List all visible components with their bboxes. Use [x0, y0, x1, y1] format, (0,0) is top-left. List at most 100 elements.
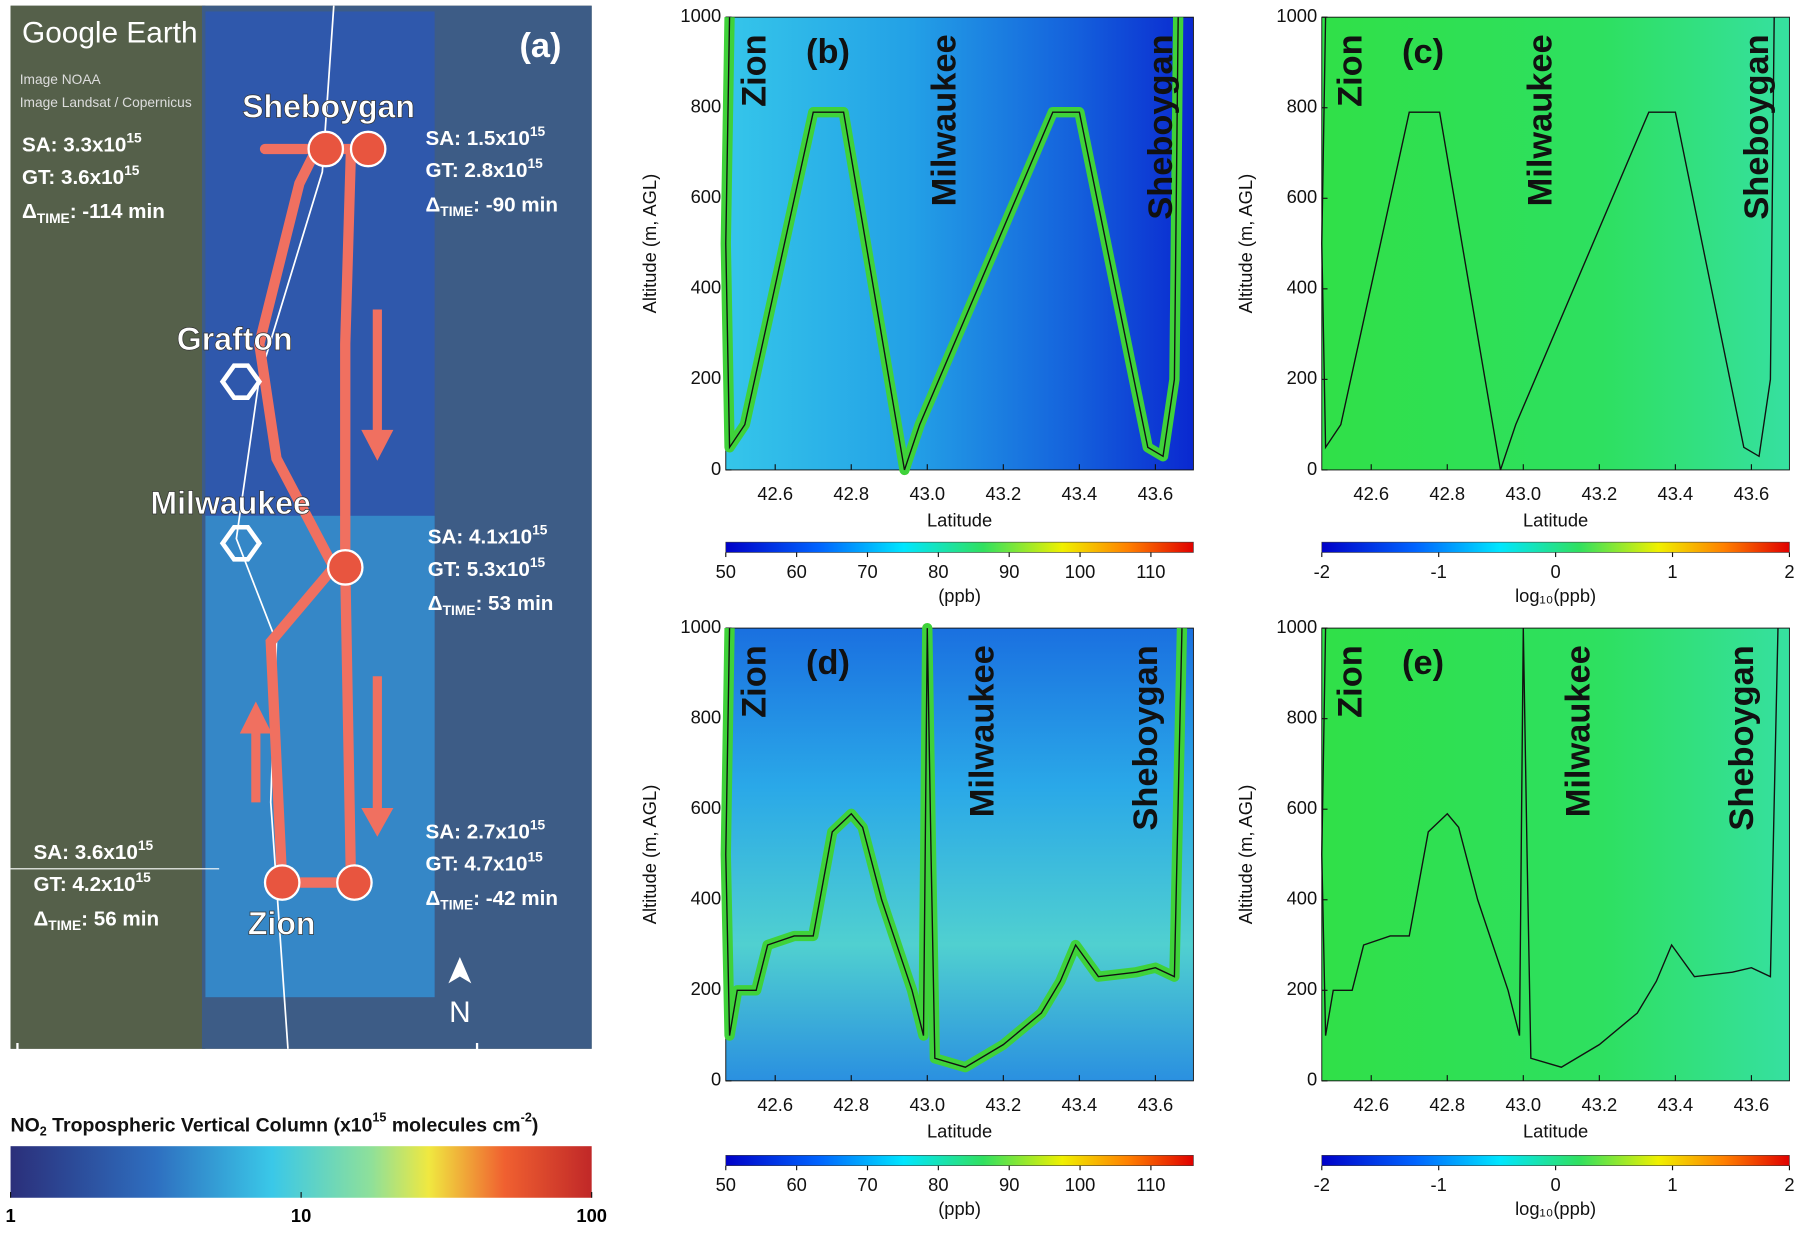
colorbar-label: log₁₀(ppb): [1515, 585, 1596, 606]
site-label: Sheboygan: [1738, 34, 1776, 219]
contour-field: [1321, 17, 1790, 470]
flight-path: [1321, 17, 1775, 471]
y-axis-title: Altitude (m, AGL): [639, 785, 660, 925]
scale-label: 90 km: [224, 1046, 271, 1066]
x-tick-label: 43.6: [1734, 1094, 1770, 1115]
y-tick-label: 0: [711, 458, 721, 479]
x-axis-title: Latitude: [927, 1120, 992, 1141]
colorbar-tick-label: 60: [786, 561, 806, 582]
annotation-exp: 15: [530, 123, 546, 138]
arrows: [239, 309, 394, 837]
colorbar-title-part: Tropospheric Vertical Column (x10: [47, 1115, 373, 1137]
y-tick-label: 800: [691, 707, 722, 728]
colorbar-tick-label: 90: [999, 561, 1019, 582]
colorbar-tick-label: 0: [1551, 1174, 1561, 1195]
x-tick-label: 43.0: [909, 1094, 945, 1115]
site-label: Milwaukee: [1559, 645, 1597, 817]
y-tick-label: 600: [691, 797, 722, 818]
y-tick-label: 600: [691, 186, 722, 207]
x-tick-label: 43.4: [1062, 483, 1098, 504]
x-axis-title: Latitude: [1523, 1120, 1588, 1141]
annotation-sub: TIME: [37, 211, 70, 226]
plots: 42.6 42.8 43.0 43.2 43.4 43.60200400600800100…: [639, 5, 1794, 1219]
x-axis-title: Latitude: [1523, 509, 1588, 530]
y-tick-label: 1000: [1276, 5, 1317, 26]
annotation-exp: 15: [530, 817, 546, 832]
annotation-text: SA: 2.7x10: [425, 821, 529, 844]
x-tick-label: 43.4: [1658, 1094, 1694, 1115]
land-urban: [10, 5, 206, 1049]
colorbar-title-part: molecules cm: [386, 1115, 520, 1137]
y-axis-title: Altitude (m, AGL): [639, 174, 660, 314]
annotation: GT: 4.7x1015: [425, 849, 543, 876]
colorbar-title-part: -2: [521, 1111, 532, 1125]
y-tick-label: 1000: [680, 5, 721, 26]
x-tick-label: 43.2: [1582, 1094, 1618, 1115]
credit: Image Landsat / Copernicus: [20, 95, 192, 110]
annotation: SA: 1.5x1015: [425, 123, 545, 150]
y-tick-label: 400: [691, 277, 722, 298]
annotation: ΔTIME: 56 min: [33, 908, 159, 933]
north-arrow: [448, 957, 472, 984]
colorbar-title-part: 2: [40, 1125, 47, 1139]
panel-label: (c): [1402, 33, 1444, 71]
x-tick-label: 43.6: [1138, 483, 1174, 504]
y-tick-label: 0: [1307, 1069, 1317, 1090]
city-label: Zion: [248, 906, 316, 942]
map-panel: Google Earth Image NOAA Image Landsat / …: [10, 5, 592, 1072]
annotation: GT: 2.8x1015: [425, 156, 543, 183]
site-label: Sheboygan: [1127, 645, 1165, 830]
annotation-text: Δ: [425, 194, 440, 217]
y-tick-label: 1000: [1276, 616, 1317, 637]
colorbar-tick-label: 70: [857, 561, 877, 582]
panel-label: (e): [1402, 644, 1444, 682]
annotation-sub: TIME: [440, 897, 473, 912]
annotation: SA: 2.7x1015: [425, 817, 545, 844]
annotation-text: SA: 3.6x10: [33, 841, 137, 864]
city-label: Sheboygan: [242, 88, 415, 124]
colorbar-title-part: 15: [372, 1111, 386, 1125]
colorbar-tick-label: -2: [1314, 1174, 1330, 1195]
annotation-text: Δ: [33, 908, 48, 931]
panel-label: (d): [806, 644, 850, 682]
y-tick-label: 800: [691, 96, 722, 117]
city-label: Grafton: [177, 321, 293, 357]
annotation-text: SA: 4.1x10: [428, 526, 532, 549]
x-tick-label: 42.8: [1429, 1094, 1465, 1115]
x-tick-label: 43.4: [1658, 483, 1694, 504]
colorbar: [1321, 541, 1790, 553]
annotation-text: GT: 4.7x10: [425, 853, 527, 876]
colorbar-tick-label: 80: [928, 1174, 948, 1195]
city-hexagons: [219, 363, 263, 562]
annotation: ΔTIME: -42 min: [425, 887, 558, 912]
contour-field: [1321, 628, 1790, 1081]
annotation-sub: TIME: [440, 204, 473, 219]
annotation-text: GT: 4.2x10: [33, 873, 135, 896]
annotation-text: : -114 min: [70, 201, 165, 224]
annotation-exp: 15: [126, 130, 142, 145]
y-tick-label: 0: [1307, 458, 1317, 479]
panel-label: (b): [806, 33, 850, 71]
annotation: SA: 4.1x1015: [428, 522, 548, 549]
annotation: GT: 3.6x1015: [22, 162, 140, 189]
annotation-exp: 15: [532, 522, 548, 537]
y-tick-label: 800: [1287, 707, 1318, 728]
annotation-exp: 15: [530, 554, 546, 569]
y-tick-label: 400: [1287, 277, 1318, 298]
x-tick-label: 42.8: [1429, 483, 1465, 504]
contour-field: [725, 628, 1194, 1081]
x-tick-label: 43.2: [985, 483, 1021, 504]
north-label: N: [449, 996, 471, 1029]
colorbar-tick-label: 1: [5, 1205, 15, 1226]
flight-track: [254, 143, 357, 888]
y-tick-label: 200: [691, 978, 722, 999]
y-tick-label: 0: [711, 1069, 721, 1090]
site-label: Zion: [735, 645, 773, 718]
colorbar: [725, 1155, 1194, 1166]
annotation-text: SA: 1.5x10: [425, 127, 529, 150]
x-tick-label: 43.6: [1138, 1094, 1174, 1115]
x-tick-label: 42.8: [833, 483, 869, 504]
annotation: GT: 4.2x1015: [33, 870, 151, 897]
x-tick-label: 42.6: [1353, 483, 1389, 504]
annotation-text: Δ: [428, 593, 443, 616]
